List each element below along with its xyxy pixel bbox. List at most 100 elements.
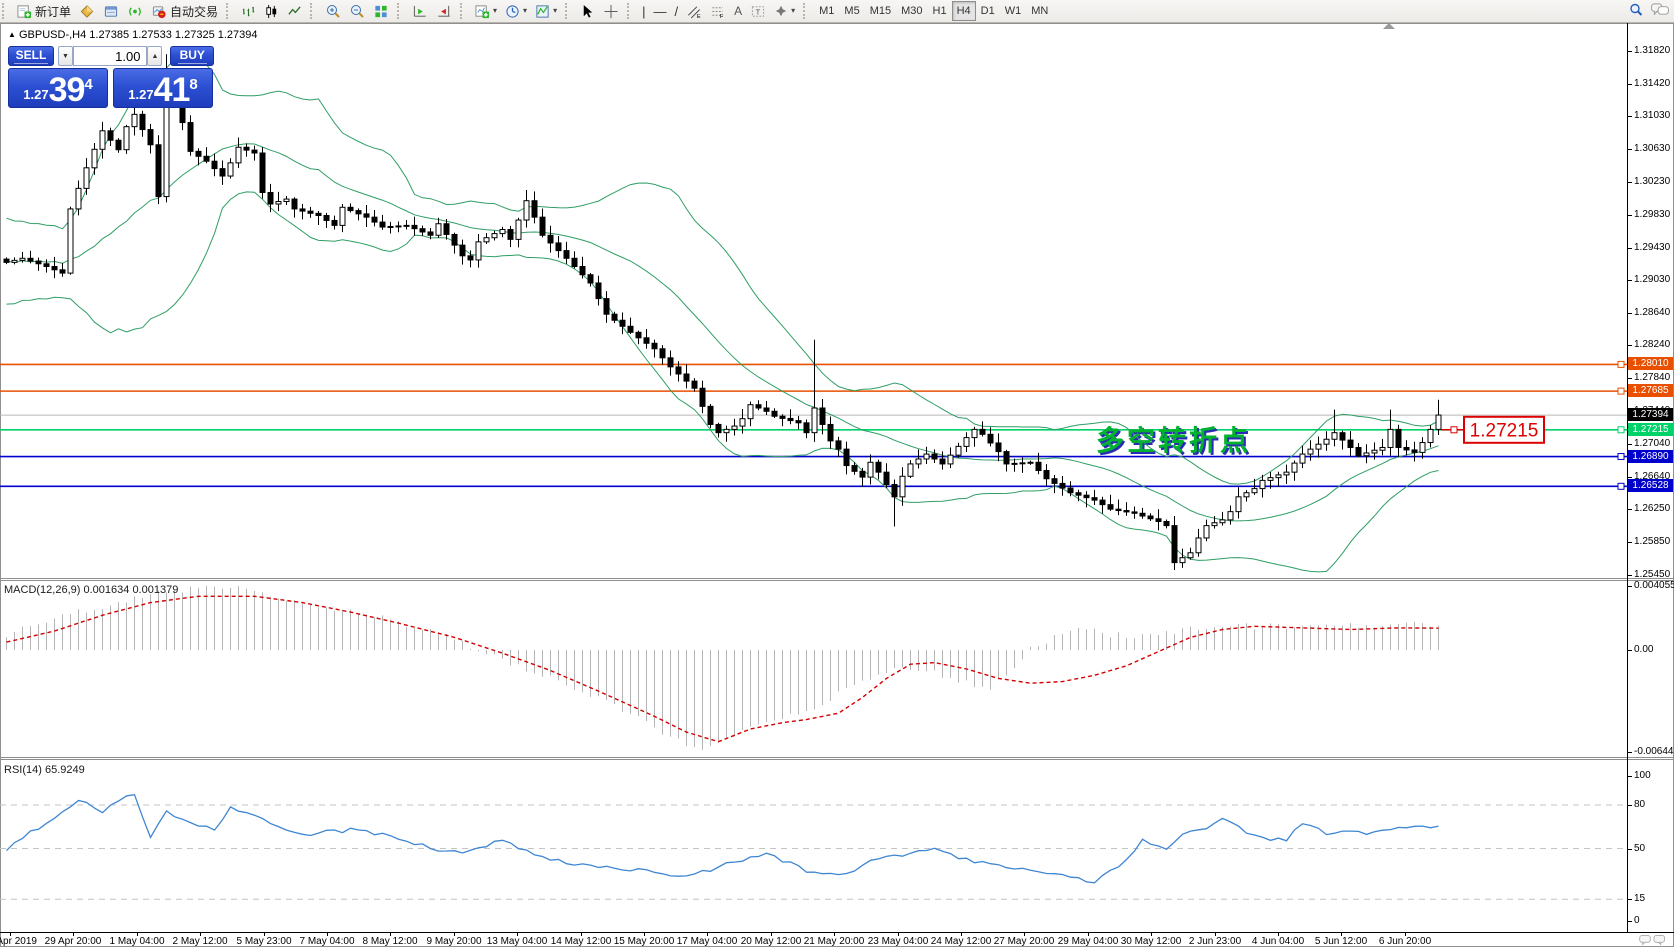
macd-signal-line: [6, 595, 1439, 743]
chat-icon[interactable]: [1650, 2, 1670, 20]
bull-candle: [403, 224, 410, 227]
auto-scroll-button[interactable]: [408, 1, 432, 21]
bear-candle: [851, 465, 858, 472]
zoom-in-button[interactable]: [321, 1, 345, 21]
candlestick-chart-button[interactable]: [260, 1, 283, 21]
shift-chart-end-button[interactable]: [432, 1, 456, 21]
bear-candle: [611, 313, 618, 321]
chevron-down-icon: ▾: [493, 6, 498, 15]
crosshair-button[interactable]: [599, 1, 623, 21]
bear-candle: [411, 224, 418, 230]
price-axis-label: 1.28240: [1634, 339, 1671, 350]
search-icon[interactable]: [1628, 2, 1644, 21]
bear-candle: [1395, 428, 1402, 448]
signals-button[interactable]: [123, 1, 147, 21]
cursor-button[interactable]: [576, 1, 599, 21]
autotrading-button[interactable]: 自动交易: [147, 1, 222, 21]
bear-candle: [995, 442, 1002, 453]
bear-candle: [299, 208, 306, 212]
sell-button[interactable]: SELL: [8, 46, 54, 66]
price-axis-label: 1.26640: [1634, 471, 1671, 482]
fibonacci-button[interactable]: F: [706, 1, 730, 21]
time-axis-tick: [1024, 933, 1025, 936]
vertical-line-icon: |: [642, 3, 646, 19]
trendline-button[interactable]: /: [670, 1, 682, 21]
bear-candle: [331, 219, 338, 226]
chart-window[interactable]: [0, 23, 1674, 947]
timeframe-m5[interactable]: M5: [839, 1, 864, 21]
time-axis[interactable]: 26 Apr 2019 29 Apr 20:00 1 May 04:00 2 May …: [0, 933, 1674, 947]
bear-candle: [1139, 512, 1146, 517]
timeframe-mn[interactable]: MN: [1026, 1, 1053, 21]
current-price-badge: 1.27394: [1628, 408, 1673, 421]
data-window-button[interactable]: [99, 1, 123, 21]
text-button[interactable]: A: [730, 1, 746, 21]
text-label-icon: T: [750, 4, 766, 19]
volume-increase-button[interactable]: ▲: [147, 46, 163, 66]
timeframe-m15[interactable]: M15: [865, 1, 896, 21]
rsi-axis-tick: [1627, 776, 1632, 777]
new-order-button[interactable]: 新订单: [13, 1, 75, 21]
rsi-axis-tick: [1627, 849, 1632, 850]
shapes-button[interactable]: ▾: [770, 1, 799, 21]
equidistant-channel-button[interactable]: E: [682, 1, 706, 21]
bear-candle: [619, 319, 626, 327]
time-axis-tick: [200, 933, 201, 936]
market-watch-button[interactable]: [75, 1, 99, 21]
time-axis-tick: [898, 933, 899, 936]
time-axis-tick: [10, 933, 11, 936]
buy-button[interactable]: BUY: [170, 46, 214, 66]
rsi-label: RSI(14) 65.9249: [4, 764, 85, 776]
zoom-out-button[interactable]: [345, 1, 369, 21]
bear-candle: [667, 357, 674, 368]
time-axis-label: 13 May 04:00: [486, 936, 548, 947]
pane-splitter[interactable]: [0, 578, 1674, 579]
timeframe-h4[interactable]: H4: [951, 1, 976, 21]
timeframe-m1[interactable]: M1: [814, 1, 839, 21]
sell-price-button[interactable]: 1.27 39 4: [8, 68, 108, 108]
vertical-line-button[interactable]: |: [638, 1, 649, 21]
tile-windows-button[interactable]: [369, 1, 393, 21]
text-label-button[interactable]: T: [746, 1, 770, 21]
buy-price-button[interactable]: 1.27 41 8: [113, 68, 213, 108]
bull-candle: [971, 428, 978, 439]
bull-candle: [83, 167, 90, 189]
timeframe-m30[interactable]: M30: [896, 1, 927, 21]
bear-candle: [787, 417, 794, 422]
bull-candle: [1267, 477, 1274, 481]
level-price-badge: 1.26890: [1628, 450, 1673, 463]
bull-candle: [947, 454, 954, 465]
bear-candle: [1107, 504, 1114, 510]
buy-price-pip: 8: [189, 76, 198, 93]
timeframe-h1[interactable]: H1: [928, 1, 952, 21]
splitter-grip-icon[interactable]: [1383, 23, 1395, 29]
bull-candle: [99, 130, 106, 150]
bull-candle: [1283, 471, 1290, 476]
time-axis-label: 14 May 12:00: [550, 936, 612, 947]
pane-splitter[interactable]: [0, 757, 1674, 758]
profiles-clock-button[interactable]: ▾: [501, 1, 531, 21]
chat-icon[interactable]: [1638, 933, 1670, 951]
svg-text:T: T: [756, 7, 761, 16]
rsi-axis-label: 100: [1634, 770, 1651, 781]
line-chart-button[interactable]: [283, 1, 306, 21]
new-chart-dropdown-button[interactable]: ▾: [471, 1, 501, 21]
timeframe-w1[interactable]: W1: [1000, 1, 1027, 21]
bull-candle: [1195, 537, 1202, 554]
collapse-panel-icon[interactable]: ▲: [8, 30, 16, 39]
timeframe-d1[interactable]: D1: [976, 1, 1000, 21]
macd-pane-canvas[interactable]: [0, 582, 1627, 757]
volume-input[interactable]: 1.00: [73, 46, 148, 66]
price-axis-tick: [1627, 444, 1632, 445]
bear-candle: [259, 152, 266, 193]
rsi-pane-canvas[interactable]: [0, 761, 1627, 932]
rsi-axis-tick: [1627, 805, 1632, 806]
bar-chart-button[interactable]: [237, 1, 260, 21]
horizontal-line-button[interactable]: —: [649, 1, 670, 21]
indicators-dropdown-button[interactable]: ▾: [531, 1, 561, 21]
volume-decrease-button[interactable]: ▼: [58, 46, 73, 66]
bull-candle: [739, 418, 746, 427]
bear-candle: [1171, 525, 1178, 564]
price-axis-label: 1.29830: [1634, 209, 1671, 220]
